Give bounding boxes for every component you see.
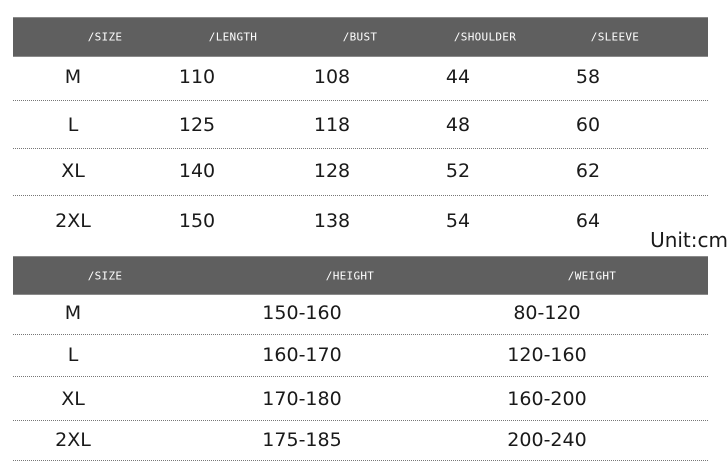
- table-cell: 150-160: [262, 302, 342, 324]
- column-header: /BUST: [342, 30, 378, 44]
- table-cell: 58: [575, 66, 601, 88]
- table-cell: 128: [313, 160, 351, 182]
- table-cell: 60: [575, 114, 601, 136]
- column-header: /SHOULDER: [453, 30, 517, 44]
- table-cell: 2XL: [55, 210, 91, 232]
- table-cell: 170-180: [262, 388, 342, 410]
- table-cell: 200-240: [507, 429, 587, 451]
- column-header: /WEIGHT: [567, 269, 617, 282]
- table-cell: 48: [445, 114, 471, 136]
- row-divider: [13, 195, 708, 196]
- table-cell: 108: [313, 66, 351, 88]
- column-header: /HEIGHT: [325, 269, 375, 282]
- table-cell: 160-170: [262, 344, 342, 366]
- column-header: /SIZE: [87, 30, 123, 44]
- row-divider: [13, 334, 708, 335]
- row-divider: [13, 420, 708, 421]
- table-cell: 160-200: [507, 388, 587, 410]
- table-cell: 52: [445, 160, 471, 182]
- column-header: /LENGTH: [208, 30, 258, 44]
- table-cell: 120-160: [507, 344, 587, 366]
- table-cell: 125: [178, 114, 216, 136]
- table-cell: 110: [178, 66, 216, 88]
- table-cell: M: [64, 302, 82, 324]
- table-cell: 64: [575, 210, 601, 232]
- table-cell: 140: [178, 160, 216, 182]
- table-cell: 54: [445, 210, 471, 232]
- table-cell: L: [67, 344, 79, 366]
- row-divider: [13, 460, 708, 461]
- row-divider: [13, 376, 708, 377]
- table-header: /SIZE/LENGTH/BUST/SHOULDER/SLEEVE: [13, 17, 708, 57]
- table-cell: L: [67, 114, 79, 136]
- table-cell: 150: [178, 210, 216, 232]
- table-cell: M: [64, 66, 82, 88]
- column-header: /SLEEVE: [590, 30, 640, 44]
- table-cell: XL: [61, 160, 85, 182]
- table-cell: 80-120: [513, 302, 581, 324]
- table-cell: 118: [313, 114, 351, 136]
- row-divider: [13, 148, 708, 149]
- table-cell: 62: [575, 160, 601, 182]
- table-cell: 2XL: [55, 429, 91, 451]
- table-cell: 175-185: [262, 429, 342, 451]
- row-divider: [13, 100, 708, 101]
- table-cell: XL: [61, 388, 85, 410]
- unit-label: Unit:cm: [650, 228, 728, 252]
- column-header: /SIZE: [87, 269, 123, 282]
- table-header: /SIZE/HEIGHT/WEIGHT: [13, 256, 708, 295]
- table-cell: 138: [313, 210, 351, 232]
- table-cell: 44: [445, 66, 471, 88]
